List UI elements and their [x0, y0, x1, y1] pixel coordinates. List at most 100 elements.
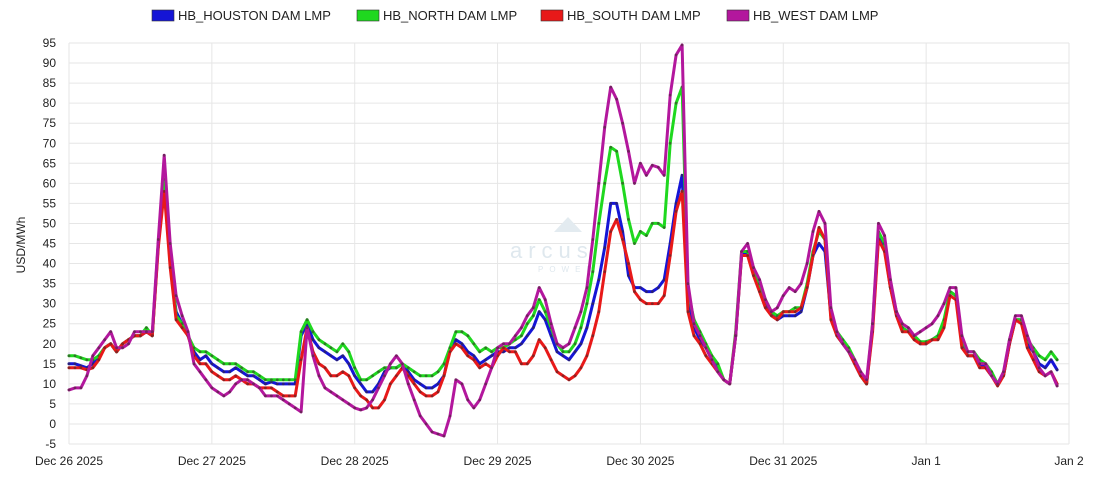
data-point[interactable] — [680, 173, 684, 177]
data-point[interactable] — [537, 298, 541, 301]
data-point[interactable] — [775, 318, 779, 322]
data-point[interactable] — [222, 370, 226, 374]
data-point[interactable] — [656, 286, 660, 289]
data-point[interactable] — [585, 286, 589, 289]
data-point[interactable] — [662, 226, 666, 229]
data-point[interactable] — [573, 326, 577, 330]
data-point[interactable] — [430, 386, 434, 390]
data-point[interactable] — [603, 181, 607, 185]
data-point[interactable] — [883, 234, 886, 237]
data-point[interactable] — [472, 354, 476, 358]
data-point[interactable] — [454, 342, 458, 346]
data-point[interactable] — [1049, 350, 1053, 354]
data-point[interactable] — [418, 374, 422, 378]
data-point[interactable] — [115, 350, 118, 354]
data-point[interactable] — [91, 354, 95, 358]
data-point[interactable] — [341, 370, 345, 374]
data-point[interactable] — [264, 394, 267, 398]
data-point[interactable] — [639, 161, 642, 165]
data-point[interactable] — [1031, 350, 1035, 354]
data-point[interactable] — [549, 358, 553, 362]
data-point[interactable] — [686, 310, 690, 314]
data-point[interactable] — [567, 358, 571, 362]
data-point[interactable] — [543, 346, 547, 350]
data-point[interactable] — [216, 366, 220, 370]
data-point[interactable] — [639, 298, 642, 301]
data-point[interactable] — [942, 326, 946, 330]
data-point[interactable] — [1055, 368, 1059, 372]
data-point[interactable] — [293, 378, 297, 382]
data-point[interactable] — [79, 386, 83, 390]
data-point[interactable] — [389, 362, 392, 366]
data-point[interactable] — [781, 310, 785, 314]
data-point[interactable] — [573, 350, 577, 354]
data-point[interactable] — [454, 378, 458, 382]
data-point[interactable] — [97, 358, 101, 362]
data-point[interactable] — [591, 334, 595, 338]
data-point[interactable] — [460, 330, 464, 334]
data-point[interactable] — [222, 394, 226, 398]
data-point[interactable] — [627, 274, 630, 277]
data-point[interactable] — [258, 386, 261, 390]
data-point[interactable] — [585, 326, 589, 330]
data-point[interactable] — [656, 302, 660, 305]
data-point[interactable] — [258, 374, 261, 378]
data-point[interactable] — [246, 382, 250, 386]
data-point[interactable] — [549, 334, 553, 338]
data-point[interactable] — [436, 382, 440, 386]
data-point[interactable] — [287, 394, 291, 398]
data-point[interactable] — [287, 378, 291, 382]
data-point[interactable] — [930, 338, 934, 342]
data-point[interactable] — [621, 181, 624, 185]
data-point[interactable] — [115, 346, 118, 350]
data-point[interactable] — [442, 374, 446, 378]
data-point[interactable] — [353, 406, 357, 410]
data-point[interactable] — [525, 314, 529, 318]
data-point[interactable] — [662, 173, 666, 177]
data-point[interactable] — [395, 354, 398, 358]
data-point[interactable] — [162, 190, 166, 193]
data-point[interactable] — [752, 266, 755, 269]
data-point[interactable] — [520, 334, 523, 338]
data-point[interactable] — [609, 230, 613, 233]
data-point[interactable] — [264, 378, 267, 382]
data-point[interactable] — [442, 434, 446, 438]
data-point[interactable] — [424, 386, 428, 390]
data-point[interactable] — [329, 390, 333, 394]
data-point[interactable] — [627, 262, 630, 265]
data-point[interactable] — [597, 222, 601, 225]
data-point[interactable] — [668, 141, 672, 145]
data-point[interactable] — [299, 410, 303, 414]
data-point[interactable] — [698, 334, 702, 338]
data-point[interactable] — [317, 362, 321, 366]
data-point[interactable] — [240, 378, 244, 382]
data-point[interactable] — [990, 374, 993, 378]
data-point[interactable] — [383, 398, 386, 402]
data-point[interactable] — [889, 278, 892, 281]
data-point[interactable] — [597, 181, 601, 185]
data-point[interactable] — [746, 254, 749, 257]
data-point[interactable] — [204, 362, 208, 366]
data-point[interactable] — [270, 386, 273, 390]
data-point[interactable] — [531, 314, 535, 318]
data-point[interactable] — [645, 173, 648, 177]
legend-item[interactable]: HB_WEST DAM LMP — [726, 8, 878, 23]
data-point[interactable] — [817, 226, 821, 229]
data-point[interactable] — [674, 101, 678, 105]
data-point[interactable] — [377, 386, 380, 390]
data-point[interactable] — [906, 326, 910, 330]
data-point[interactable] — [656, 165, 660, 169]
data-point[interactable] — [383, 366, 386, 370]
data-point[interactable] — [591, 302, 595, 305]
data-point[interactable] — [615, 218, 618, 221]
data-point[interactable] — [978, 366, 982, 370]
data-point[interactable] — [805, 286, 809, 289]
data-point[interactable] — [79, 366, 83, 370]
data-point[interactable] — [198, 350, 202, 354]
data-point[interactable] — [1055, 384, 1059, 388]
data-point[interactable] — [442, 362, 446, 366]
data-point[interactable] — [805, 262, 809, 265]
data-point[interactable] — [579, 326, 583, 330]
legend-item[interactable]: HB_NORTH DAM LMP — [356, 8, 517, 23]
data-point[interactable] — [579, 310, 583, 314]
